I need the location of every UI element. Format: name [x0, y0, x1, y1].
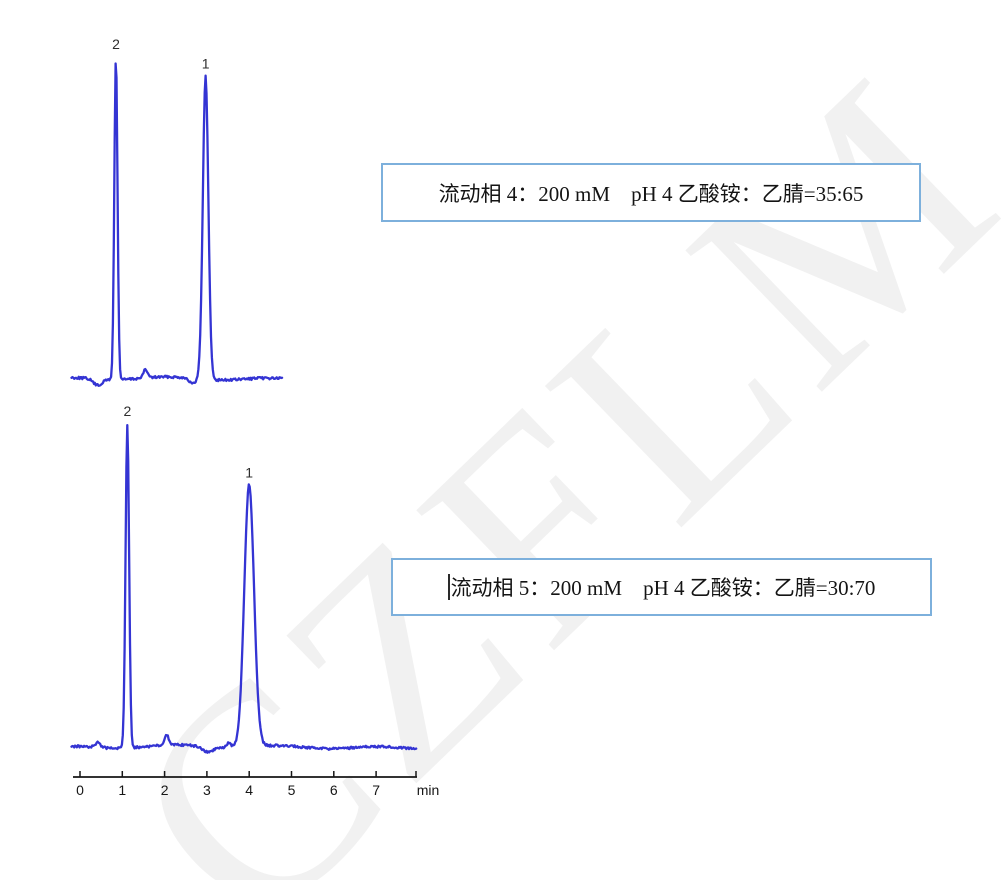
x-axis-unit-label: min	[417, 782, 440, 798]
mobile-phase-5-note-text: 流动相 5：200 mM pH 4 乙酸铵：乙腈=30:70	[450, 576, 876, 600]
chromatogram-mobile-phase-5: 2 1 0 1 2 3 4 5 6 7 min	[70, 403, 440, 798]
x-axis-tick-label: 0	[76, 782, 84, 798]
x-axis-tick-label: 7	[372, 782, 380, 798]
trace-chromatogram-2	[70, 423, 418, 754]
text-cursor	[447, 574, 450, 600]
mobile-phase-4-note-box[interactable]: 流动相 4：200 mM pH 4 乙酸铵：乙腈=35:65	[381, 163, 921, 222]
x-axis-tick-label: 4	[245, 782, 253, 798]
x-axis-tick-label: 1	[118, 782, 126, 798]
chromatogram-mobile-phase-4: 21	[70, 36, 284, 387]
peak-label-1: 1	[245, 464, 253, 480]
peak-label-2: 2	[112, 36, 120, 52]
mobile-phase-4-note-text: 流动相 4：200 mM pH 4 乙酸铵：乙腈=35:65	[438, 181, 864, 206]
x-axis-tick-label: 2	[161, 782, 169, 798]
x-axis-tick-label: 6	[330, 782, 338, 798]
x-axis-tick-label: 5	[288, 782, 296, 798]
x-axis-tick-label: 3	[203, 782, 211, 798]
peak-label-2: 2	[124, 403, 132, 419]
peak-label-1: 1	[202, 55, 210, 71]
mobile-phase-5-note-box[interactable]: 流动相 5：200 mM pH 4 乙酸铵：乙腈=30:70	[391, 558, 932, 616]
trace-chromatogram-1	[70, 62, 284, 387]
